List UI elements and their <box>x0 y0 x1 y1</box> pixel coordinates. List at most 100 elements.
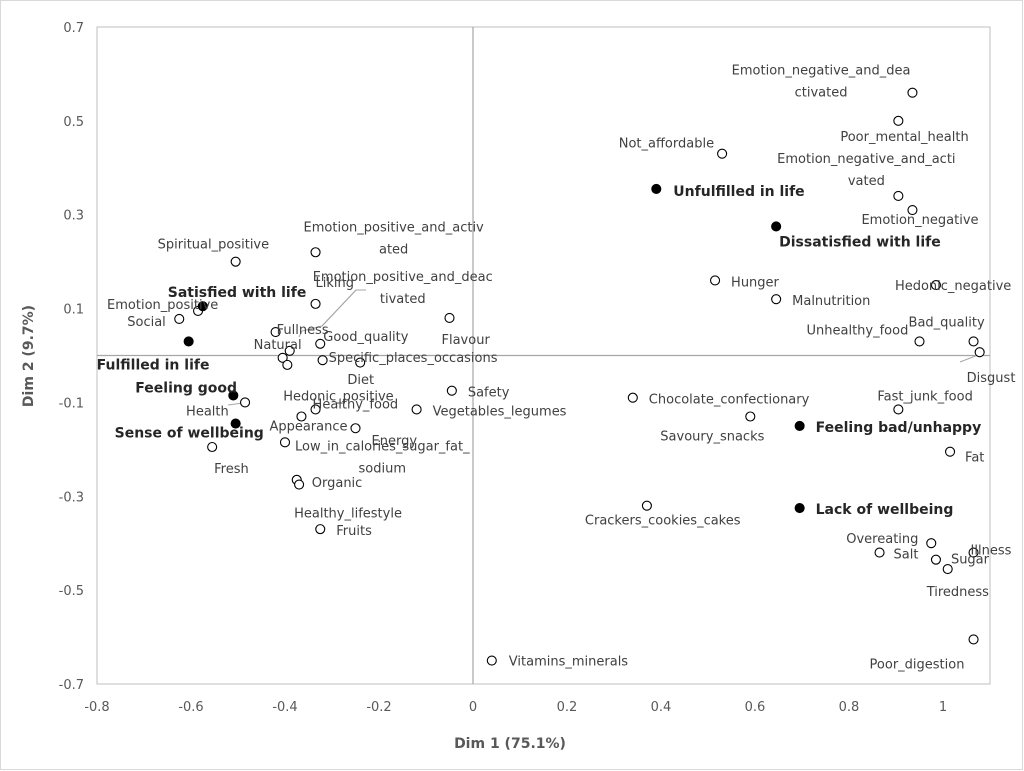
label-poor-mental-health: Poor_mental_health <box>840 130 968 145</box>
label-emotion-negative-and-dea-ctivated: Emotion_negative_and_dea ctivated <box>732 64 911 101</box>
zero-lines <box>97 27 990 684</box>
point-hedonic-positive <box>355 357 366 368</box>
y-tick-label: -0.5 <box>59 584 84 599</box>
label-safety: Safety <box>468 386 510 401</box>
point-poor-mental-health <box>893 115 904 126</box>
label-good-quality: Good_quality <box>323 330 409 345</box>
x-tick-label: 0.8 <box>839 700 860 715</box>
label-diet: Diet <box>347 373 374 388</box>
point-feeling-bad-unhappy <box>794 420 805 431</box>
label-fulfilled-in-life: Fulfilled in life <box>97 357 210 373</box>
x-axis-ticks: -0.8 -0.6 -0.4 -0.2 0 0.2 0.4 0.6 0.8 1 <box>84 700 947 715</box>
label-fat: Fat <box>965 451 984 466</box>
y-tick-label: 0.3 <box>63 209 84 224</box>
label-social: Social <box>127 315 166 330</box>
label-feeling-bad-unhappy: Feeling bad/unhappy <box>816 420 982 436</box>
label-health: Health <box>186 404 229 419</box>
point-not-affordable <box>717 148 728 159</box>
label-flavour: Flavour <box>442 333 491 348</box>
label-emotion-positive-and-deac-tivated: Emotion_positive_and_deac tivated <box>313 270 493 307</box>
label-liking: Liking <box>316 276 355 291</box>
label-healthy-lifestyle: Healthy_lifestyle <box>294 507 402 522</box>
point-unfulfilled-in-life <box>651 183 662 194</box>
label-overeating: Overeating <box>846 532 918 547</box>
point-bad-quality <box>968 336 979 347</box>
x-tick-label: 0.2 <box>557 700 578 715</box>
point-satisfied-with-life <box>197 301 208 312</box>
point-spiritual-positive <box>230 256 241 267</box>
label-chocolate-confectionary: Chocolate_confectionary <box>649 393 810 408</box>
x-tick-label: 0 <box>469 700 477 715</box>
label-healthy-food: Healthy_food <box>313 397 399 412</box>
point-disgust <box>974 347 985 358</box>
label-salt: Salt <box>894 548 919 563</box>
point-fullness <box>270 326 281 338</box>
point-malnutrition <box>771 294 782 305</box>
point-tiredness <box>942 563 953 575</box>
label-lack-of-wellbeing: Lack of wellbeing <box>816 502 954 518</box>
point-hunger <box>709 275 721 286</box>
point-savoury-snacks <box>745 411 756 422</box>
leader-emotion-positive-deactivated-bend <box>298 289 366 338</box>
point-hedonic-negative <box>930 280 942 291</box>
label-hedonic-negative: Hedonic_negative <box>895 279 1011 294</box>
point-emotion-negative-and-acti-vated <box>893 190 904 201</box>
label-appearance: Appearance <box>269 420 347 435</box>
point-good-quality <box>315 338 326 349</box>
point-fulfilled-in-life <box>183 336 194 347</box>
point-overeating <box>926 538 937 549</box>
label-unfulfilled-in-life: Unfulfilled in life <box>673 184 804 200</box>
point-liking <box>310 298 321 309</box>
point-sense-of-wellbeing <box>230 418 241 429</box>
point-fruits <box>315 524 326 535</box>
x-tick-label: 1 <box>939 700 947 715</box>
x-axis-title: Dim 1 (75.1%) <box>454 736 566 752</box>
point-emotion-positive-and-activ-ated <box>310 247 321 258</box>
point-salt <box>874 547 885 558</box>
y-tick-label: 0.7 <box>63 21 84 36</box>
label-savoury-snacks: Savoury_snacks <box>660 430 764 445</box>
y-tick-label: -0.3 <box>59 490 84 505</box>
label-feeling-good: Feeling good <box>135 380 237 396</box>
label-fresh: Fresh <box>214 462 249 477</box>
point-feeling-good <box>228 390 239 401</box>
label-emotion-negative: Emotion_negative <box>861 213 978 228</box>
x-tick-label: -0.6 <box>178 700 203 715</box>
point-poor-digestion <box>968 634 979 645</box>
point-specific-places-occasions <box>317 355 328 366</box>
label-fullness: Fullness <box>277 323 329 338</box>
label-fast-junk-food: Fast_junk_food <box>877 389 972 404</box>
point-flavour <box>444 312 455 324</box>
point-health <box>240 397 251 408</box>
label-emotion-positive-and-activ-ated: Emotion_positive_and_activ ated <box>304 220 485 257</box>
label-vegetables-legumes: Vegetables_legumes <box>433 404 567 419</box>
point-vegetables-legumes <box>411 404 422 415</box>
point-safety <box>446 385 457 396</box>
label-sugar: Sugar <box>951 553 990 568</box>
point-crackers-cookies-cakes <box>641 500 652 511</box>
label-fruits: Fruits <box>336 524 372 539</box>
data-points <box>174 87 985 666</box>
leader-disgust <box>959 354 979 363</box>
label-not-affordable: Not_affordable <box>619 137 714 152</box>
y-axis-ticks: 0.7 0.5 0.3 0.1 -0.1 -0.3 -0.5 -0.7 <box>59 21 84 693</box>
point-emotion-negative-and-dea-ctivated <box>907 87 918 98</box>
label-natural: Natural <box>254 338 302 353</box>
label-illness: Illness <box>971 544 1012 559</box>
point-healthy-lifestyle <box>294 479 305 490</box>
point-diet <box>282 359 293 370</box>
point-vitamins-minerals <box>486 655 497 666</box>
y-tick-label: -0.1 <box>59 396 84 411</box>
label-low-in-calories-sugar-fat-sodium: Low_in_calories_sugar_fat_ sodium <box>295 439 470 476</box>
label-poor-digestion: Poor_digestion <box>870 657 965 672</box>
x-tick-label: -0.8 <box>84 700 109 715</box>
point-emotion-positive-and-deac-tivated <box>284 345 295 356</box>
label-vitamins-minerals: Vitamins_minerals <box>509 655 629 670</box>
point-natural <box>277 352 288 363</box>
point-fast-junk-food <box>893 404 904 415</box>
point-fat <box>944 446 956 457</box>
point-social <box>174 313 185 324</box>
